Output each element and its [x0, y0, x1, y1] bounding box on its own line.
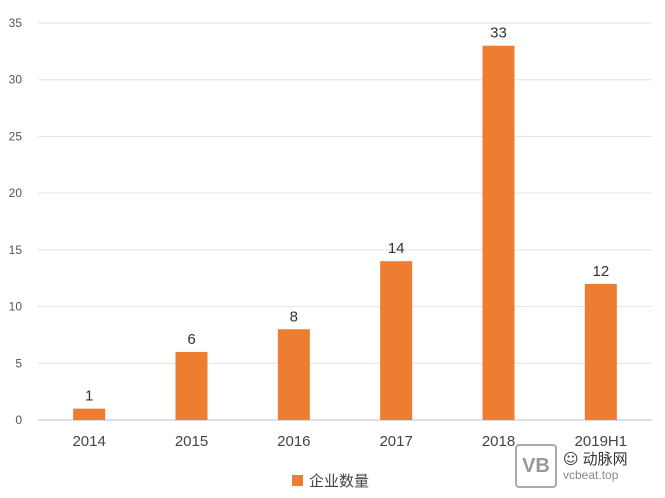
data-label-2019H1: 12 [592, 263, 609, 280]
bar-2015 [175, 351, 208, 420]
gridlines [38, 22, 652, 421]
legend-label: 企业数量 [309, 472, 370, 490]
y-tick-label: 35 [9, 16, 23, 30]
watermark: VB ☺ 动脉网 vcbeat.top [515, 444, 628, 488]
watermark-logo: VB [515, 444, 557, 488]
data-labels: 1 6 8 14 33 12 [85, 25, 609, 405]
x-tick-label: 2014 [72, 433, 105, 450]
y-tick-label: 5 [15, 356, 22, 370]
y-tick-label: 30 [9, 73, 23, 87]
bars [73, 45, 617, 420]
bar-2019H1 [584, 283, 617, 420]
x-tick-label: 2017 [379, 433, 412, 450]
bar-2017 [380, 261, 413, 420]
bar-2018 [482, 45, 515, 420]
legend-swatch [292, 475, 303, 486]
y-tick-label: 0 [15, 413, 22, 427]
x-tick-label: 2016 [277, 433, 310, 450]
data-label-2014: 1 [85, 388, 93, 405]
data-label-2018: 33 [490, 25, 507, 42]
y-axis-ticks: 0 5 10 15 20 25 30 35 [9, 16, 23, 427]
legend: 企业数量 [292, 470, 369, 491]
x-axis-ticks: 2014 2015 2016 2017 2018 2019H1 [72, 433, 627, 450]
x-tick-label: 2019H1 [575, 433, 628, 450]
watermark-subtitle: vcbeat.top [563, 467, 619, 482]
watermark-title: 动脉网 [582, 449, 628, 468]
y-tick-label: 20 [9, 186, 23, 200]
wechat-icon: ☺ [563, 449, 579, 468]
y-tick-label: 15 [9, 243, 23, 257]
data-label-2017: 14 [388, 240, 405, 257]
data-label-2016: 8 [290, 308, 298, 325]
x-tick-label: 2015 [175, 433, 208, 450]
y-tick-label: 10 [9, 300, 23, 314]
x-tick-label: 2018 [482, 433, 515, 450]
bar-2014 [73, 408, 106, 420]
y-tick-label: 25 [9, 129, 23, 143]
bar-2016 [277, 329, 310, 420]
data-label-2015: 6 [187, 331, 195, 348]
